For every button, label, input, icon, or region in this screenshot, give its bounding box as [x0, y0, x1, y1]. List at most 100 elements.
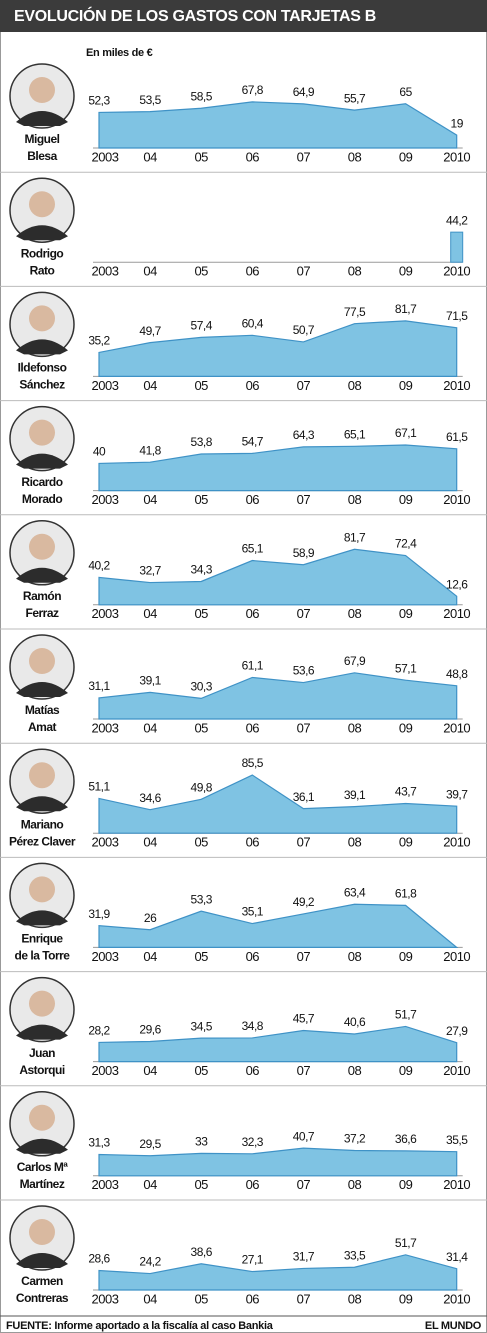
- portrait-body: [16, 1253, 68, 1268]
- area: [98, 1147, 458, 1177]
- person-name: Rodrigo: [21, 246, 64, 260]
- person-name: Pérez Claver: [9, 834, 76, 848]
- x-tick-label: 04: [143, 606, 157, 621]
- portrait-head: [29, 305, 55, 332]
- portrait-body: [16, 1024, 68, 1040]
- value-label: 55,7: [344, 91, 366, 105]
- portrait-body: [16, 567, 68, 583]
- x-tick-label: 2010: [443, 264, 470, 279]
- subtitle: En miles de €: [86, 47, 153, 59]
- x-tick-label: 05: [194, 720, 208, 735]
- x-tick-label: 07: [297, 949, 311, 964]
- value-label: 39,7: [446, 787, 468, 801]
- value-label: 60,4: [242, 316, 264, 330]
- x-tick-label: 06: [246, 1063, 260, 1078]
- value-label: 71,5: [446, 309, 468, 323]
- x-tick-label: 2003: [92, 1291, 119, 1306]
- portrait-body: [16, 225, 68, 241]
- value-label: 65,1: [344, 428, 366, 442]
- value-label: 61,1: [242, 659, 264, 673]
- x-tick-label: 06: [246, 606, 260, 621]
- bar: [450, 231, 464, 263]
- person-name: Ferraz: [25, 606, 59, 620]
- value-label: 24,2: [139, 1255, 161, 1269]
- x-tick-label: 2010: [443, 1063, 470, 1078]
- portrait-body: [16, 910, 68, 926]
- x-tick-label: 05: [194, 949, 208, 964]
- value-label: 41,8: [139, 443, 161, 457]
- title-bar: [0, 0, 487, 32]
- x-tick-label: 08: [348, 264, 362, 279]
- value-label: 65,1: [242, 542, 264, 556]
- value-label: 34,3: [191, 563, 213, 577]
- value-label: 49,8: [191, 781, 213, 795]
- value-label: 61,8: [395, 887, 417, 901]
- value-label: 64,9: [293, 85, 315, 99]
- person-name: Miguel: [25, 132, 60, 146]
- value-label: 58,9: [293, 546, 315, 560]
- value-label: 40,7: [293, 1129, 315, 1143]
- x-tick-label: 08: [348, 606, 362, 621]
- x-tick-label: 08: [348, 1063, 362, 1078]
- portrait-body: [16, 796, 68, 812]
- value-label: 67,8: [242, 83, 264, 97]
- person-name: Ildefonso: [18, 361, 67, 375]
- portrait-head: [29, 990, 55, 1017]
- x-tick-label: 08: [348, 1291, 362, 1306]
- value-label: 65: [399, 85, 412, 99]
- value-label: 81,7: [395, 302, 417, 316]
- person-name: Morado: [22, 492, 63, 506]
- x-tick-label: 08: [348, 949, 362, 964]
- x-tick-label: 2003: [92, 949, 119, 964]
- value-label: 34,6: [139, 791, 161, 805]
- x-tick-label: 05: [194, 1063, 208, 1078]
- x-tick-label: 05: [194, 606, 208, 621]
- person-name: Juan: [29, 1046, 55, 1060]
- value-label: 53,6: [293, 664, 315, 678]
- x-tick-label: 04: [143, 378, 157, 393]
- value-label: 57,1: [395, 661, 417, 675]
- x-tick-label: 07: [297, 149, 311, 164]
- x-tick-label: 2003: [92, 264, 119, 279]
- x-tick-label: 2010: [443, 492, 470, 507]
- area: [98, 1254, 458, 1291]
- person-name: de la Torre: [15, 949, 71, 963]
- x-tick-label: 04: [143, 1063, 157, 1078]
- x-tick-label: 06: [246, 149, 260, 164]
- person-name: Mariano: [21, 817, 64, 831]
- value-label: 67,9: [344, 654, 366, 668]
- x-tick-label: 06: [246, 720, 260, 735]
- area: [98, 101, 458, 149]
- x-tick-label: 09: [399, 149, 413, 164]
- value-label: 33,5: [344, 1248, 366, 1262]
- x-tick-label: 07: [297, 1177, 311, 1192]
- x-tick-label: 07: [297, 835, 311, 850]
- value-label: 40,2: [88, 559, 110, 573]
- value-label: 28,2: [88, 1024, 110, 1038]
- value-label: 31,4: [446, 1250, 468, 1264]
- x-tick-label: 2010: [443, 1291, 470, 1306]
- value-label: 30,3: [191, 680, 213, 694]
- value-label: 67,1: [395, 426, 417, 440]
- source: FUENTE: Informe aportado a la fiscalía a…: [6, 1320, 274, 1332]
- x-tick-label: 05: [194, 264, 208, 279]
- portrait-head: [29, 1104, 55, 1131]
- x-tick-label: 05: [194, 1291, 208, 1306]
- value-label: 12,6: [446, 577, 468, 591]
- x-tick-label: 2010: [443, 378, 470, 393]
- person-name: Blesa: [27, 149, 57, 163]
- x-tick-label: 09: [399, 492, 413, 507]
- value-label: 31,9: [88, 907, 110, 921]
- x-tick-label: 09: [399, 949, 413, 964]
- value-label: 57,4: [191, 319, 213, 333]
- value-label: 29,6: [139, 1023, 161, 1037]
- x-tick-label: 04: [143, 720, 157, 735]
- credit: EL MUNDO: [425, 1320, 482, 1332]
- value-label: 28,6: [88, 1252, 110, 1266]
- x-tick-label: 2010: [443, 1177, 470, 1192]
- area: [98, 774, 458, 834]
- portrait-head: [29, 77, 55, 103]
- value-label: 49,2: [293, 895, 315, 909]
